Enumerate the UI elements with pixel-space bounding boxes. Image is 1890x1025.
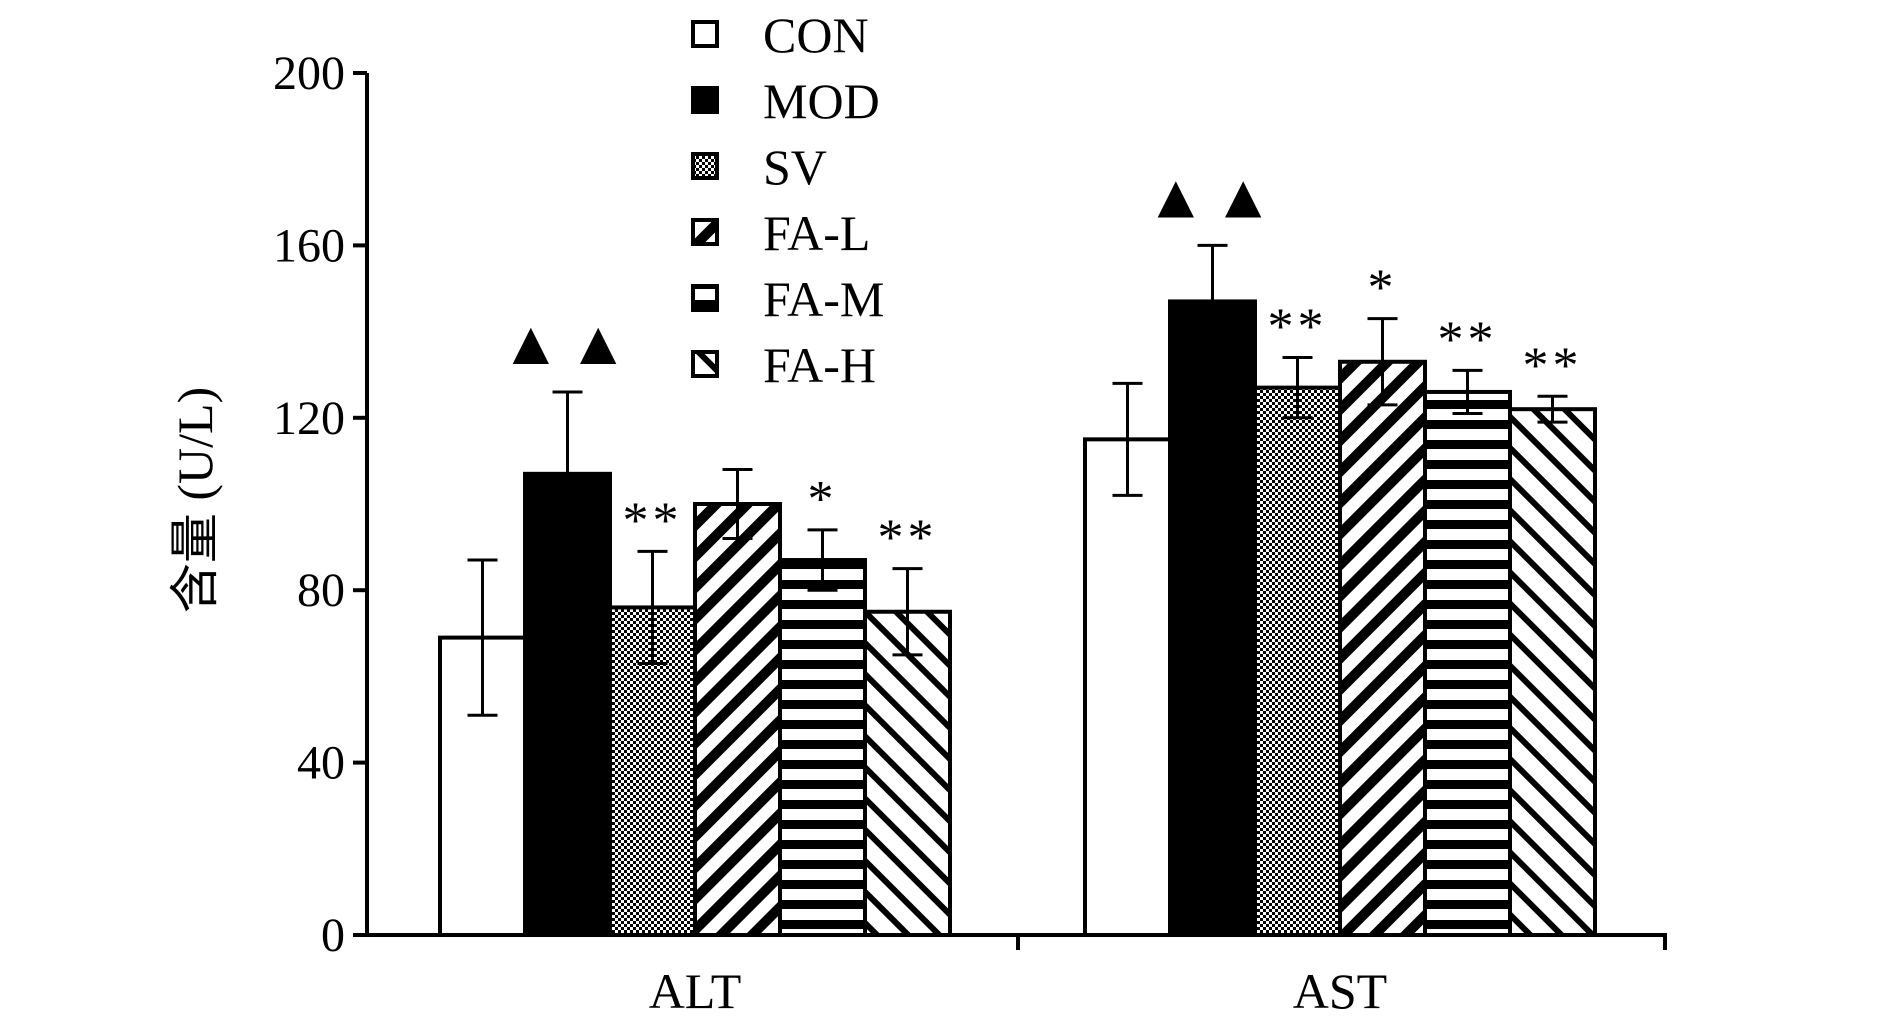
significance-marker: ** <box>1438 311 1498 368</box>
significance-marker: ** <box>878 510 938 567</box>
bar-fa-m-alt <box>778 558 867 938</box>
x-category-label: AST <box>1293 963 1387 1019</box>
significance-annotations: ▲▲** ***▲▲***** ** <box>500 163 1583 567</box>
significance-marker: * <box>808 471 838 528</box>
significance-marker: ** <box>623 492 683 549</box>
y-tick-label: 200 <box>273 47 345 100</box>
bar-fa-l-ast <box>1338 359 1427 937</box>
bar-sv-ast <box>1253 385 1342 937</box>
bar-con-ast <box>1083 437 1172 937</box>
x-category-label: ALT <box>649 963 742 1019</box>
legend-swatch-fa-l <box>691 218 719 246</box>
axes: 0 40 80 120 160 200 <box>273 47 1667 962</box>
y-tick-label: 160 <box>273 219 345 272</box>
bar-fa-l-alt <box>693 502 782 937</box>
significance-marker: ** <box>1268 298 1328 355</box>
legend: CON MOD SV FA-L FA-M FA-H <box>691 7 884 393</box>
legend-swatch-mod <box>691 86 719 114</box>
legend-label-mod: MOD <box>763 73 880 129</box>
bar-fa-h-alt <box>863 609 952 937</box>
legend-label-sv: SV <box>763 139 827 195</box>
bars <box>438 299 1597 938</box>
significance-marker: * <box>1368 260 1398 317</box>
legend-label-con: CON <box>763 7 869 63</box>
error-bars <box>467 243 1568 717</box>
legend-label-fa-l: FA-L <box>763 205 870 261</box>
y-tick-label: 120 <box>273 392 345 445</box>
y-tick-label: 0 <box>321 909 345 962</box>
legend-swatch-sv <box>691 152 719 180</box>
legend-swatch-fa-h <box>691 350 719 378</box>
legend-swatch-con <box>691 20 719 48</box>
bar-mod-ast <box>1168 299 1257 937</box>
significance-marker: ▲▲ <box>500 310 635 378</box>
bar-fa-m-ast <box>1423 389 1512 937</box>
legend-label-fa-h: FA-H <box>763 337 876 393</box>
bar-fa-h-ast <box>1508 407 1597 937</box>
significance-marker: ** <box>1523 337 1583 394</box>
y-tick-label: 40 <box>297 737 345 790</box>
y-axis-label: 含量 (U/L) <box>167 387 223 613</box>
legend-swatch-fa-m <box>691 284 719 312</box>
category-labels: ALT AST <box>649 963 1388 1019</box>
legend-label-fa-m: FA-M <box>763 271 884 327</box>
y-tick-label: 80 <box>297 564 345 617</box>
significance-marker: ▲▲ <box>1145 163 1280 231</box>
